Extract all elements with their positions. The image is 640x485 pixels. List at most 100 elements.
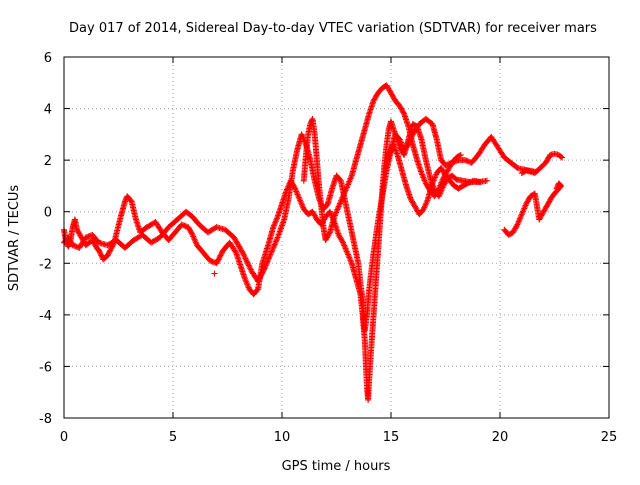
series-track-5 (501, 180, 565, 238)
data-point-plus (477, 179, 484, 186)
data-point-plus (272, 238, 279, 245)
y-tick-label: 0 (44, 206, 52, 221)
data-point-plus (218, 249, 225, 256)
data-point-plus (96, 248, 103, 255)
data-point-plus (239, 248, 246, 255)
y-tick-label: 2 (44, 154, 52, 169)
series-track-2 (61, 115, 538, 334)
data-point-plus (272, 240, 279, 247)
data-point-plus (247, 265, 254, 272)
series-track-3 (300, 82, 464, 244)
data-point-plus (239, 249, 246, 256)
data-point-plus (216, 255, 223, 262)
data-point-plus (457, 151, 464, 158)
data-point-plus (265, 255, 272, 262)
data-point-plus (98, 252, 105, 259)
y-tick-label: -8 (39, 412, 52, 427)
series-satellite-tracks (61, 118, 490, 403)
data-point-plus (558, 153, 565, 160)
data-point-plus (291, 184, 298, 191)
data-point-plus (214, 257, 221, 264)
axis-ticks: 0 5 10 15 20 25 -8 -6 -4 -2 0 2 4 6 (39, 51, 617, 445)
data-point-plus (271, 241, 278, 248)
data-point-plus (264, 258, 271, 265)
data-point-plus (257, 273, 264, 280)
data-point-plus (266, 254, 273, 261)
y-axis-label: SDTVAR / TECUs (7, 185, 22, 292)
x-tick-label: 10 (274, 430, 291, 445)
data-point-plus (105, 251, 112, 258)
data-point-plus (262, 264, 269, 271)
data-point-plus (259, 269, 266, 276)
x-axis-label: GPS time / hours (282, 459, 391, 474)
data-point-plus (270, 244, 277, 251)
series-track-6 (518, 150, 566, 177)
data-point-plus (213, 260, 220, 267)
data-point-plus (262, 262, 269, 269)
data-point-plus (256, 275, 263, 282)
data-point-plus (266, 252, 273, 259)
data-point-plus (241, 254, 248, 261)
data-point-plus (258, 270, 265, 277)
data-point-plus (255, 277, 262, 284)
chart-title: Day 017 of 2014, Sidereal Day-to-day VTE… (69, 21, 597, 36)
data-point-plus (106, 248, 113, 255)
plot-frame (63, 56, 610, 419)
data-point-plus (559, 154, 566, 161)
data-point-plus (188, 230, 195, 237)
data-point-plus (553, 185, 560, 192)
data-point-plus (218, 251, 225, 258)
series-outlier (211, 270, 218, 277)
data-point-plus (513, 222, 520, 229)
data-point-plus (269, 245, 276, 252)
data-point-plus (214, 258, 221, 265)
data-point-plus (273, 237, 280, 244)
data-point-plus (243, 256, 250, 263)
data-point-plus (95, 247, 102, 254)
data-point-plus (241, 252, 248, 259)
y-tick-label: -2 (39, 257, 52, 272)
data-point-plus (232, 248, 239, 255)
data-point-plus (97, 249, 104, 256)
data-point-plus (104, 252, 111, 259)
data-point-plus (339, 238, 346, 245)
data-point-plus (216, 253, 223, 260)
data-point-plus (265, 257, 272, 264)
data-point-plus (260, 266, 267, 273)
data-point-plus (255, 278, 262, 285)
y-tick-label: 4 (44, 103, 52, 118)
data-point-plus (215, 256, 222, 263)
data-point-plus (242, 255, 249, 262)
x-tick-label: 15 (383, 430, 400, 445)
data-point-plus (263, 261, 270, 268)
data-point-plus (260, 268, 267, 275)
data-point-plus (240, 251, 247, 258)
data-point-plus (483, 177, 490, 184)
x-tick-label: 0 (60, 430, 68, 445)
data-point-plus (271, 242, 278, 249)
data-point-plus (326, 230, 333, 237)
y-tick-label: -6 (39, 360, 52, 375)
y-tick-label: -4 (39, 309, 52, 324)
data-point-plus (245, 261, 252, 268)
data-point-plus (400, 109, 407, 116)
data-point-plus (245, 262, 252, 269)
data-point-plus (456, 152, 463, 159)
data-point-plus (268, 248, 275, 255)
data-point-plus (274, 235, 281, 242)
data-point-plus (246, 263, 253, 270)
data-point-plus (258, 271, 265, 278)
data-point-plus (97, 251, 104, 258)
x-tick-label: 25 (601, 430, 618, 445)
data-point-plus (268, 249, 275, 256)
data-point-plus (244, 259, 251, 266)
y-tick-label: 6 (44, 51, 52, 66)
x-tick-label: 20 (492, 430, 509, 445)
data-point-plus (263, 259, 270, 266)
data-point-plus (261, 265, 268, 272)
data-point-plus (267, 251, 274, 258)
data-point-plus (211, 270, 218, 277)
data-point-plus (107, 247, 114, 254)
